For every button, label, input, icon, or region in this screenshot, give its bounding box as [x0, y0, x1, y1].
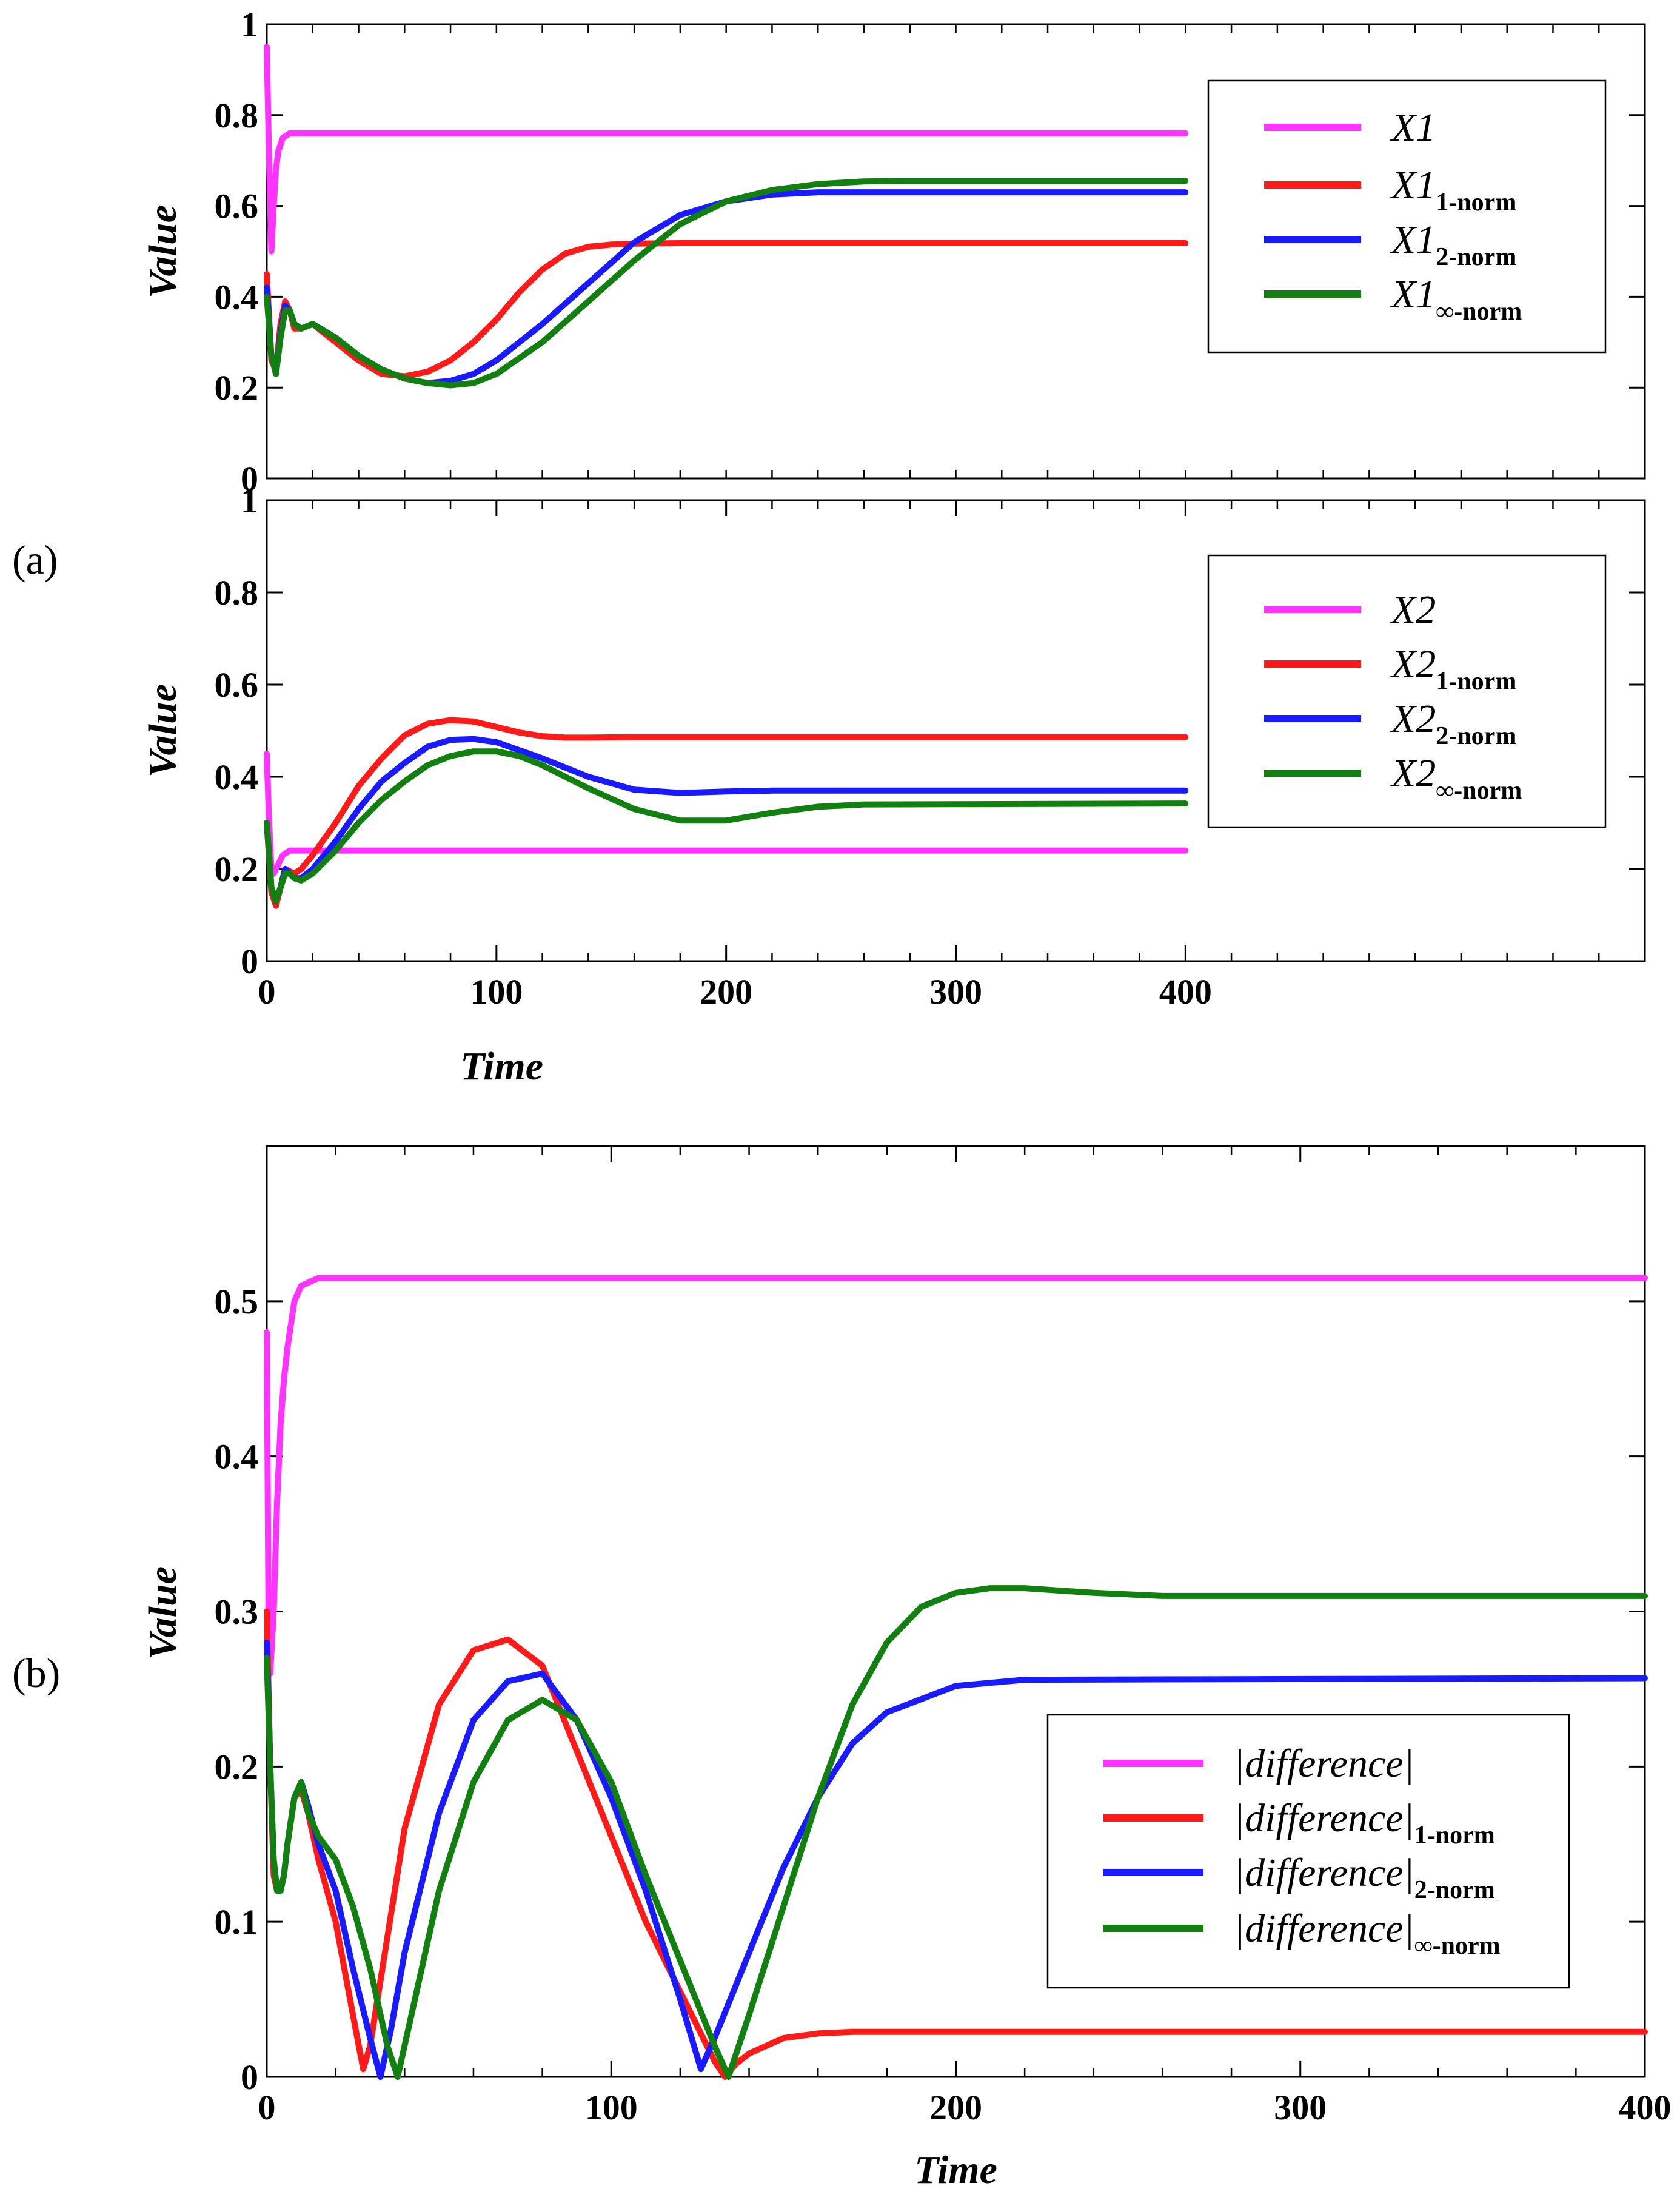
- y-tick-label: 0.2: [215, 368, 259, 407]
- x-tick-label: 0: [258, 2088, 276, 2127]
- y-tick-label: 0.4: [215, 757, 259, 797]
- y-tick-label: 0: [241, 942, 258, 981]
- x-tick-label: 100: [470, 972, 523, 1011]
- legend-entry-label: X11-norm: [1390, 163, 1516, 216]
- legend-entry-label: |difference|: [1234, 1742, 1414, 1786]
- legend: |difference||difference|1-norm|differenc…: [1046, 1714, 1570, 1989]
- legend-entry-label: X21-norm: [1390, 642, 1516, 696]
- series-line-2: [264, 240, 1189, 380]
- legend-entry-label: |difference|2-norm: [1234, 1851, 1495, 1904]
- y-tick-label: 0: [241, 459, 258, 498]
- y-tick-label: 0.8: [215, 573, 259, 612]
- x-tick-label: 200: [700, 972, 752, 1011]
- legend-box: [1207, 554, 1607, 828]
- series-line-2: [264, 717, 1189, 909]
- panel-label-b: (b): [12, 1650, 60, 1696]
- y-axis-label: Value: [141, 1566, 185, 1660]
- y-tick-label: 0.2: [215, 1747, 259, 1786]
- x-tick-label: 200: [929, 2088, 982, 2127]
- legend-entry-label: X2: [1390, 588, 1436, 632]
- series-line-4: [264, 1585, 1648, 2080]
- y-tick-label: 0.8: [215, 96, 259, 135]
- x-tick-label: 100: [585, 2088, 638, 2127]
- y-tick-label: 0.5: [215, 1282, 259, 1321]
- chart-a2: 00.20.40.60.810 100 200 300 400ValueTimeX2X2…: [141, 481, 1646, 1088]
- legend-entry-label: |difference|1-norm: [1234, 1796, 1495, 1849]
- legend-entry-label: X12-norm: [1390, 218, 1516, 271]
- chart-b: 0 0.1 0.2 0.3 0.4 0.5 0 100 200 300 400 Value Time |d…: [141, 1145, 1672, 2192]
- legend-entry-label: X1∞-norm: [1390, 272, 1522, 326]
- y-axis-label: Value: [141, 205, 185, 298]
- x-tick-label: 400: [1159, 972, 1212, 1011]
- y-tick-label: 0.6: [215, 187, 259, 226]
- series-line-1: [264, 1275, 1648, 1677]
- y-tick-label: 1: [241, 481, 258, 520]
- legend-entry-label: |difference|∞-norm: [1234, 1906, 1501, 1960]
- y-tick-label: 0.3: [215, 1592, 259, 1632]
- series-line-1: [264, 44, 1189, 255]
- panel-label-a: (a): [12, 537, 58, 583]
- x-axis-label: Time: [914, 2148, 997, 2192]
- y-tick-label: 0: [241, 2057, 258, 2097]
- legend-entry-label: X2∞-norm: [1390, 751, 1522, 805]
- y-tick-label: 0.1: [215, 1902, 259, 1942]
- series-line-4: [264, 748, 1189, 905]
- x-tick-label: 300: [1274, 2088, 1327, 2127]
- y-tick-label: 0.2: [215, 850, 259, 889]
- y-tick-label: 0.4: [215, 277, 259, 317]
- series-line-4: [264, 178, 1189, 389]
- y-tick-label: 1: [241, 5, 258, 44]
- y-tick-label: 0.4: [215, 1437, 259, 1477]
- chart-a1: 0 0.2 0.4 0.6 0.8 1 Value X1 X11-normX12-normX1∞…: [141, 5, 1646, 498]
- x-axis-label: Time: [460, 1044, 543, 1088]
- legend-entry-label: X1: [1390, 106, 1436, 150]
- x-tick-label: 0: [258, 972, 276, 1011]
- series-line-3: [264, 189, 1189, 386]
- x-tick-label: 300: [929, 972, 982, 1011]
- y-tick-label: 0.6: [215, 665, 259, 705]
- legend-entry-label: X22-norm: [1390, 697, 1516, 750]
- series-line-1: [264, 751, 1189, 877]
- y-axis-label: Value: [141, 684, 185, 777]
- x-tick-label: 400: [1619, 2088, 1672, 2127]
